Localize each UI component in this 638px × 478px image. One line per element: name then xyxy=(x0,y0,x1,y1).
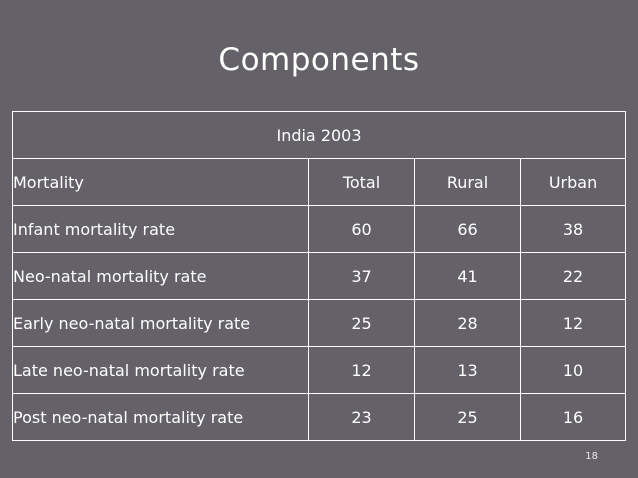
cell-rural: 25 xyxy=(414,393,521,441)
header-urban: Urban xyxy=(519,158,627,206)
table-row: Infant mortality rate 60 66 38 xyxy=(12,205,627,253)
cell-total: 37 xyxy=(308,252,415,300)
cell-urban: 10 xyxy=(519,346,627,394)
table-row: Early neo-natal mortality rate 25 28 12 xyxy=(12,299,627,347)
header-rural: Rural xyxy=(414,158,521,206)
table-caption: India 2003 xyxy=(11,111,627,159)
table-caption-row: India 2003 xyxy=(11,111,627,159)
cell-total: 60 xyxy=(308,205,415,253)
cell-urban: 22 xyxy=(519,252,627,300)
cell-total: 12 xyxy=(308,346,415,394)
row-label: Late neo-natal mortality rate xyxy=(12,346,309,394)
row-label: Infant mortality rate xyxy=(12,205,309,253)
cell-rural: 28 xyxy=(414,299,521,347)
header-total: Total xyxy=(308,158,415,206)
cell-rural: 66 xyxy=(414,205,521,253)
table-row: Late neo-natal mortality rate 12 13 10 xyxy=(12,346,627,394)
cell-urban: 12 xyxy=(519,299,627,347)
cell-total: 23 xyxy=(308,393,415,441)
row-label: Early neo-natal mortality rate xyxy=(12,299,309,347)
table-row: Neo-natal mortality rate 37 41 22 xyxy=(12,252,627,300)
header-mortality: Mortality xyxy=(12,158,309,206)
cell-rural: 41 xyxy=(414,252,521,300)
table-header-row: Mortality Total Rural Urban xyxy=(12,158,627,206)
row-label: Neo-natal mortality rate xyxy=(12,252,309,300)
slide-title: Components xyxy=(218,42,420,78)
cell-urban: 38 xyxy=(519,205,627,253)
cell-urban: 16 xyxy=(519,393,627,441)
mortality-table: India 2003 Mortality Total Rural Urban I… xyxy=(11,111,627,441)
cell-total: 25 xyxy=(308,299,415,347)
page-number: 18 xyxy=(585,451,598,462)
row-label: Post neo-natal mortality rate xyxy=(12,393,309,441)
table-row: Post neo-natal mortality rate 23 25 16 xyxy=(12,393,627,441)
cell-rural: 13 xyxy=(414,346,521,394)
